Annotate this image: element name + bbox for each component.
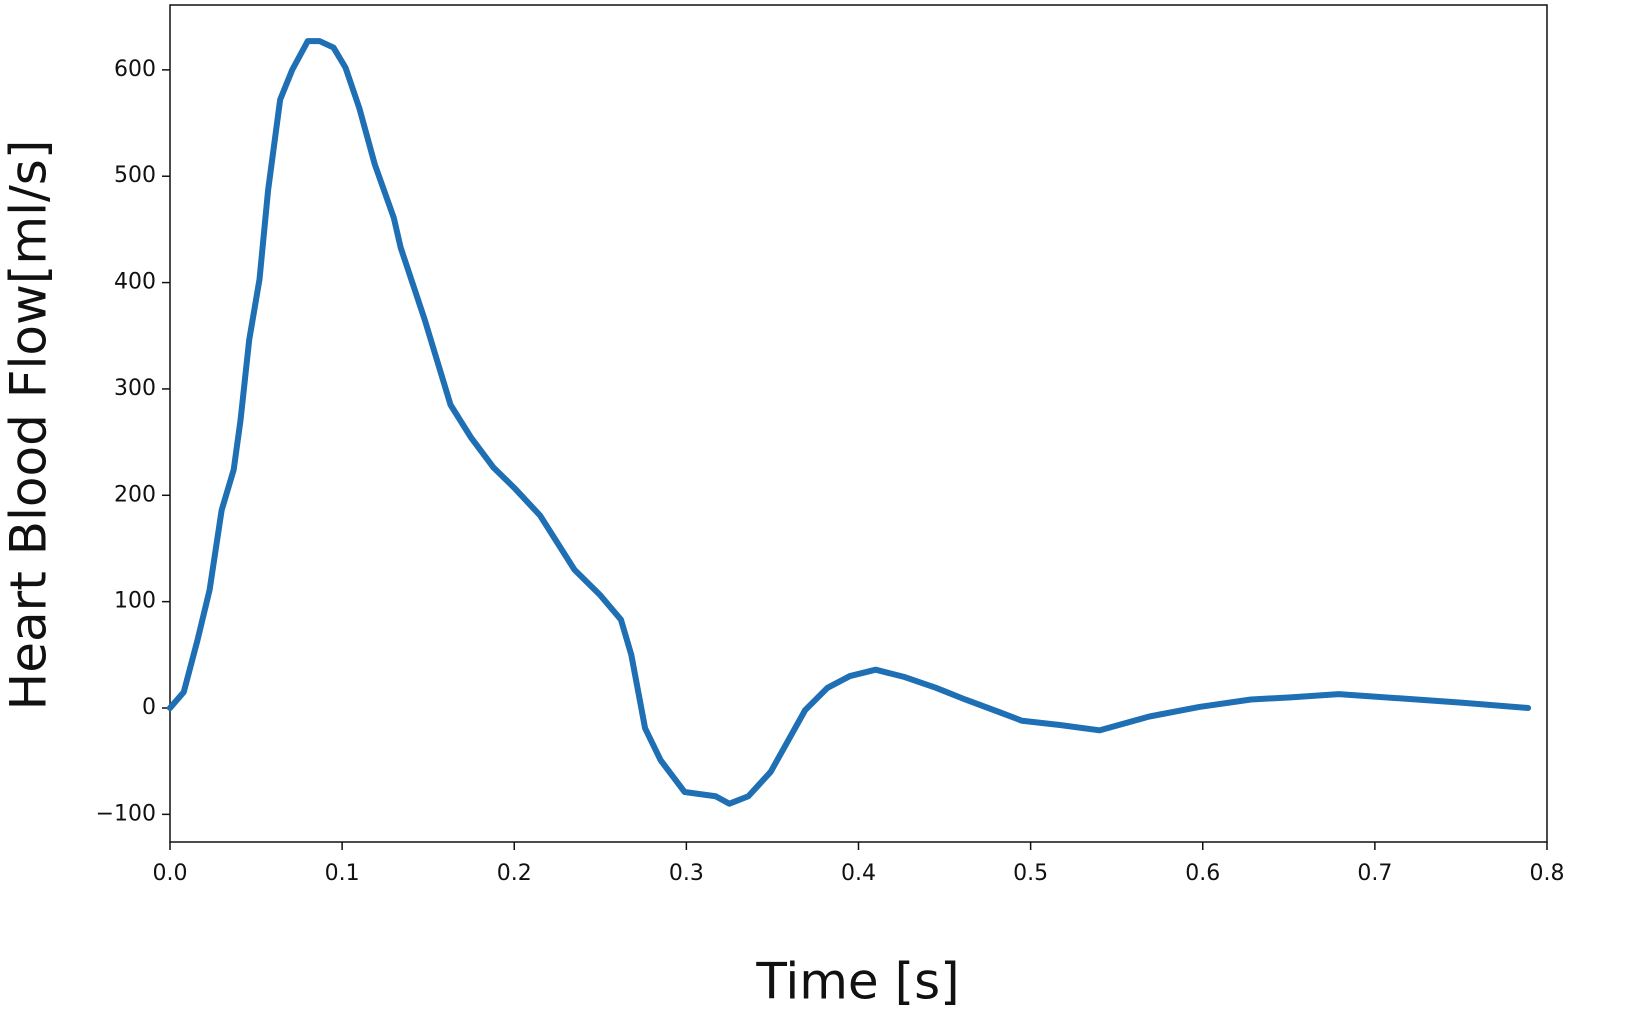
x-tick-label: 0.2 [497, 861, 532, 886]
y-tick-label: 300 [114, 376, 156, 401]
y-tick-label: 600 [114, 57, 156, 82]
data-line [167, 38, 1532, 807]
x-tick-label: 0.3 [669, 861, 704, 886]
y-tick-label: 200 [114, 482, 156, 507]
y-tick-label: 0 [142, 695, 156, 720]
x-tick-label: 0.1 [325, 861, 360, 886]
x-tick-label: 0.5 [1013, 861, 1048, 886]
y-axis-label: Heart Blood Flow[ml/s] [0, 140, 58, 711]
x-tick-label: 0.0 [153, 861, 188, 886]
x-axis-label: Time [s] [755, 953, 959, 1009]
x-tick-label: 0.8 [1530, 861, 1565, 886]
y-tick-label: 400 [114, 270, 156, 295]
x-tick-label: 0.6 [1185, 861, 1220, 886]
y-tick-label: −100 [96, 801, 156, 826]
x-tick-label: 0.4 [841, 861, 876, 886]
x-tick-label: 0.7 [1357, 861, 1392, 886]
plot-frame [169, 4, 1548, 843]
y-tick-label: 500 [114, 163, 156, 188]
y-tick-label: 100 [114, 589, 156, 614]
